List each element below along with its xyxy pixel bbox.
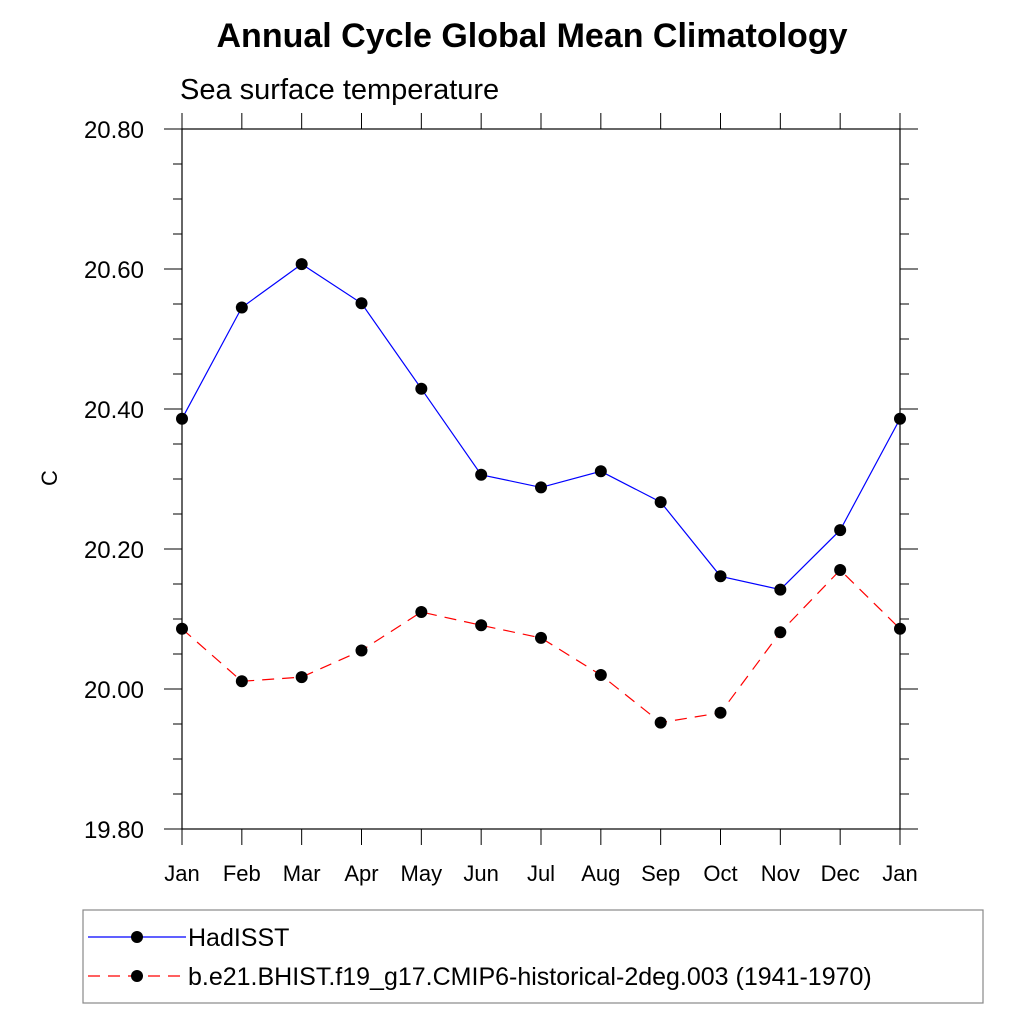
data-point-model: [535, 631, 547, 644]
data-point-model: [355, 644, 368, 657]
data-point-model: [774, 626, 787, 639]
y-tick-label: 20.60: [84, 257, 144, 284]
data-point-hadisst: [475, 468, 488, 481]
chart-subtitle: Sea surface temperature: [180, 74, 499, 106]
plot-frame: [181, 128, 901, 830]
data-point-hadisst: [355, 297, 368, 310]
x-tick-label: Nov: [761, 861, 800, 886]
x-tick-label: Dec: [821, 861, 860, 886]
legend-label-hadisst: HadISST: [188, 924, 289, 952]
series-line-model: [181, 569, 901, 724]
y-tick-label: 20.40: [84, 397, 144, 424]
x-tick-label: Apr: [344, 861, 378, 886]
y-axis-label: C: [37, 470, 62, 486]
y-tick-label: 19.80: [84, 817, 144, 844]
data-point-hadisst: [714, 570, 727, 583]
data-point-hadisst: [535, 481, 547, 494]
data-point-model: [594, 669, 607, 681]
y-tick-label: 20.80: [84, 117, 144, 144]
axis-ticks: [164, 113, 918, 845]
data-point-hadisst: [894, 412, 906, 425]
x-tick-label: Feb: [223, 861, 261, 886]
data-point-hadisst: [176, 412, 188, 425]
data-point-model: [834, 564, 847, 576]
data-point-model: [475, 619, 488, 632]
data-point-model: [654, 716, 667, 729]
y-tick-labels: 20.80 20.60 20.40 20.20 20.00 19.80: [84, 117, 144, 844]
data-point-model: [176, 622, 188, 635]
data-point-model: [714, 706, 727, 719]
data-point-model: [415, 606, 428, 618]
x-tick-label: Jan: [882, 861, 917, 886]
x-tick-label: Jun: [463, 861, 498, 886]
y-tick-label: 20.00: [84, 677, 144, 704]
x-tick-label: May: [401, 861, 443, 886]
legend-box: [82, 909, 984, 1004]
data-point-model: [235, 675, 248, 688]
legend-label-model: b.e21.BHIST.f19_g17.CMIP6-historical-2de…: [188, 963, 872, 991]
data-point-hadisst: [654, 496, 667, 509]
data-point-hadisst: [834, 524, 847, 537]
x-tick-label: Aug: [581, 861, 620, 886]
data-point-model: [894, 622, 906, 635]
x-tick-label: Jul: [527, 861, 555, 886]
data-point-model: [295, 671, 308, 684]
x-tick-label: Oct: [703, 861, 737, 886]
data-point-hadisst: [235, 301, 248, 314]
legend-marker-model: [131, 970, 143, 982]
legend-marker-hadisst: [131, 931, 143, 943]
chart-title: Annual Cycle Global Mean Climatology: [217, 17, 848, 55]
data-point-hadisst: [774, 583, 787, 596]
x-tick-label: Mar: [283, 861, 321, 886]
data-point-hadisst: [295, 258, 308, 271]
y-tick-label: 20.20: [84, 537, 144, 564]
x-tick-label: Sep: [641, 861, 680, 886]
x-tick-label: Jan: [164, 861, 199, 886]
series-points: [176, 258, 906, 729]
data-point-hadisst: [415, 382, 428, 395]
x-tick-labels: Jan Feb Mar Apr May Jun Jul Aug Sep Oct Nov Dec Jan: [164, 861, 917, 886]
data-point-hadisst: [594, 465, 607, 478]
series-line-hadisst: [181, 263, 901, 591]
